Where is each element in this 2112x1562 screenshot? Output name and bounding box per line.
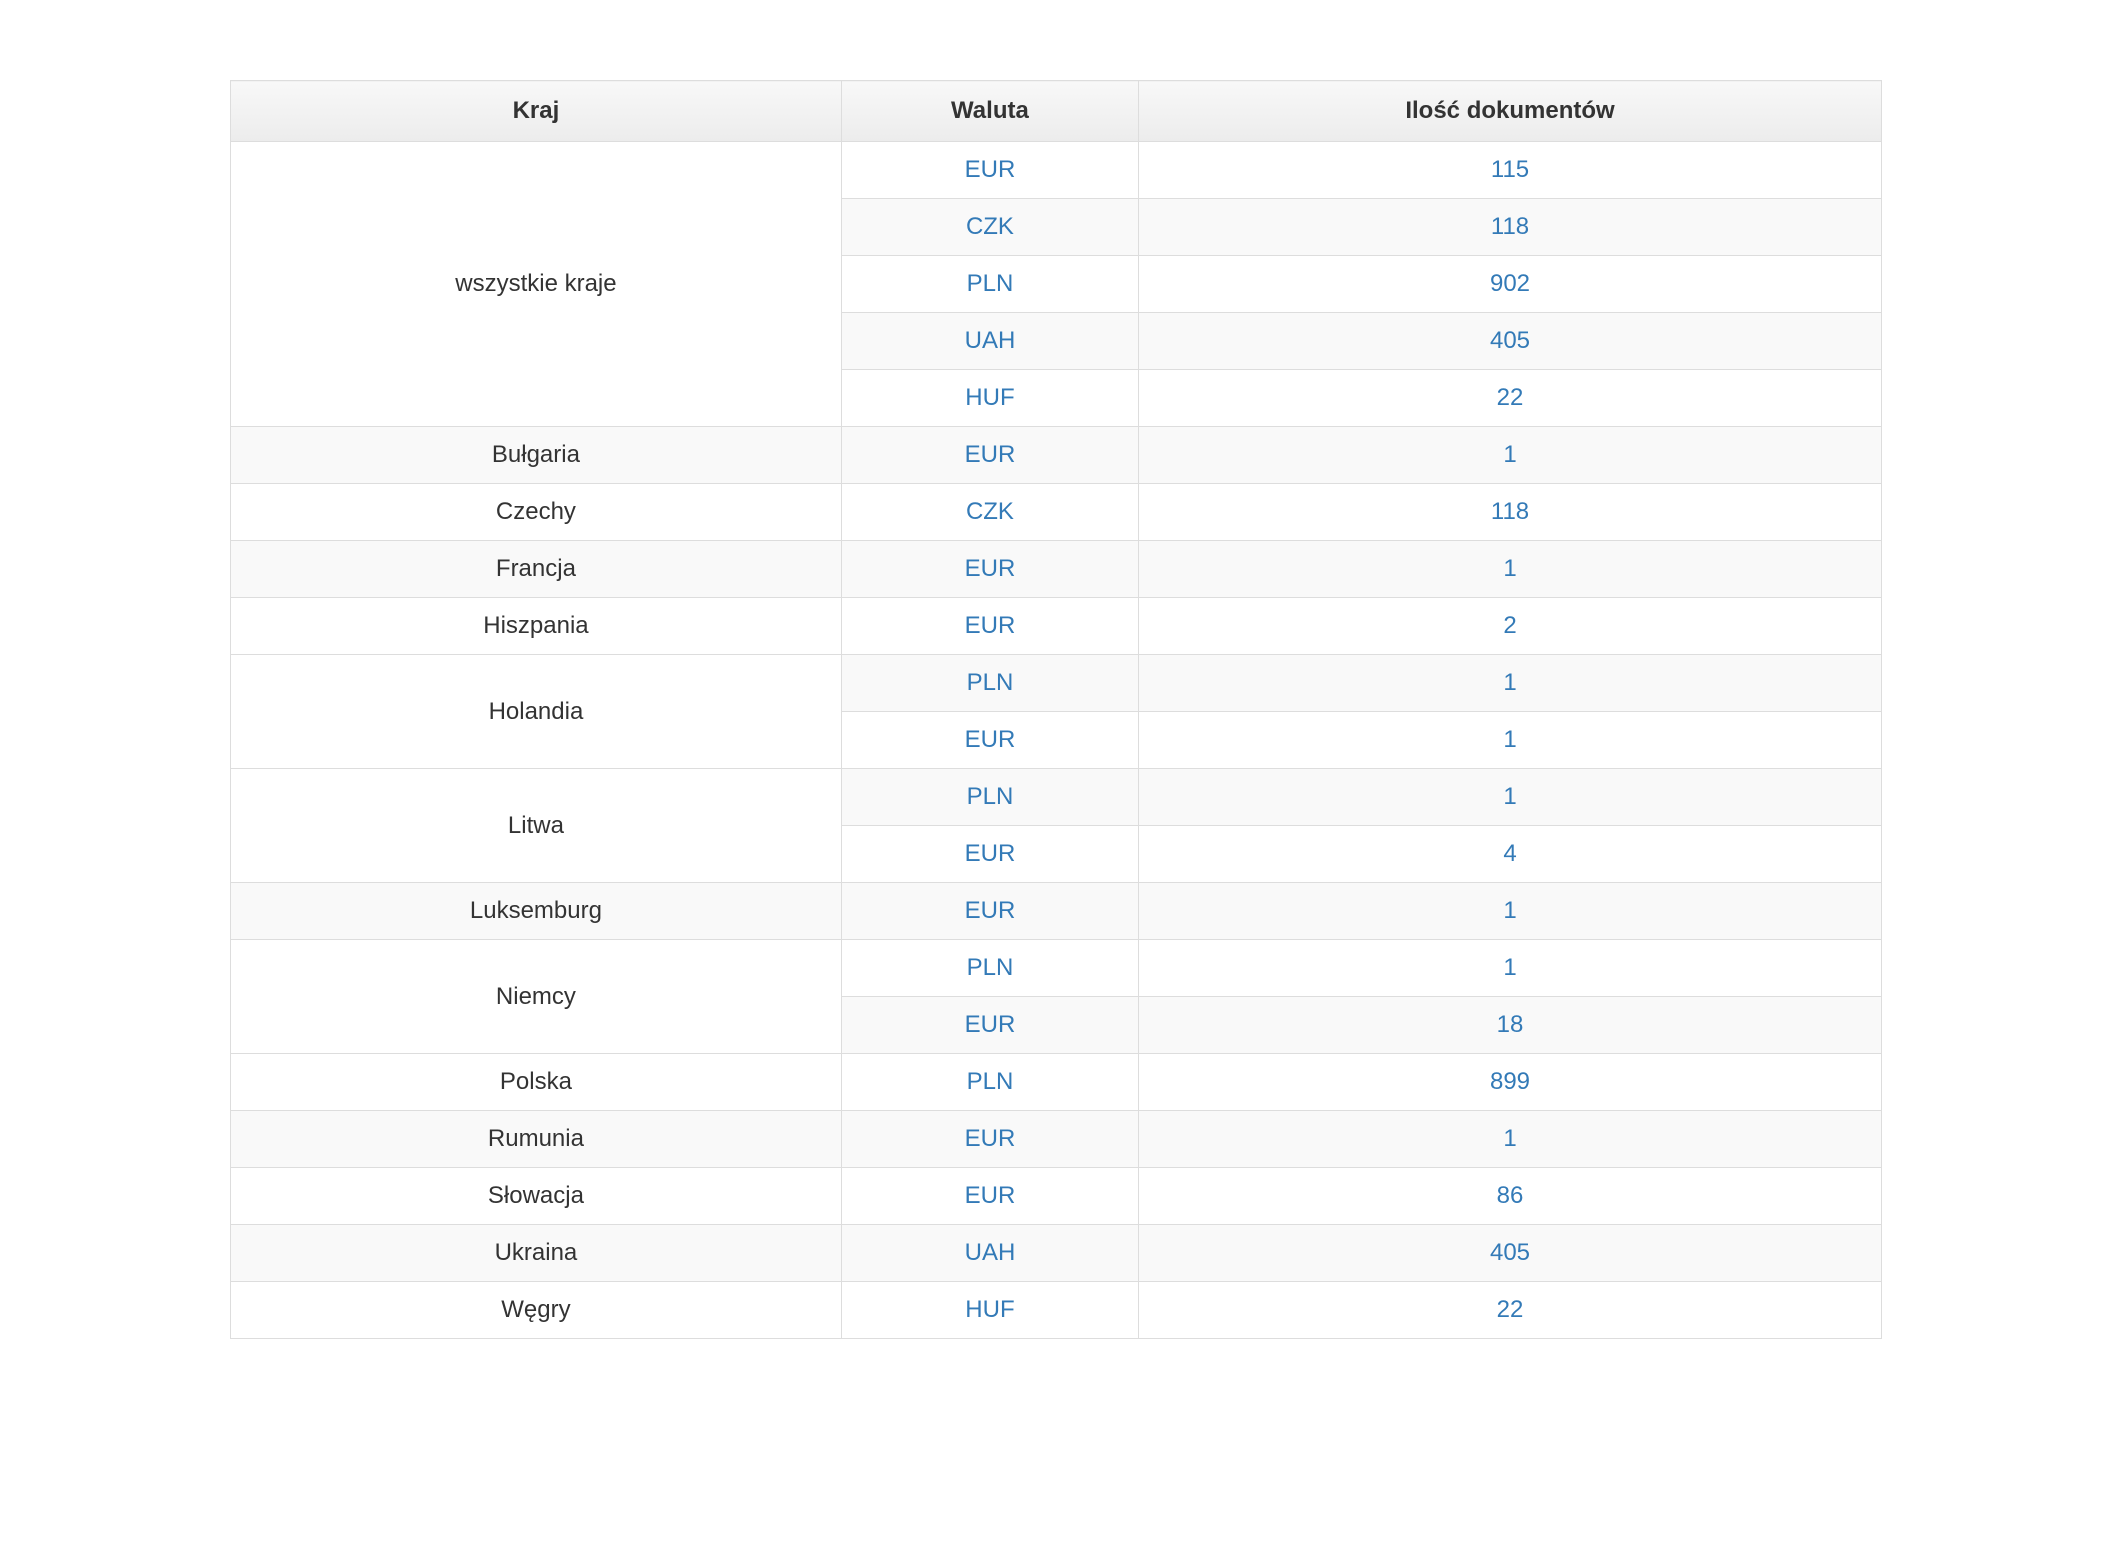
column-header-country: Kraj <box>231 81 842 142</box>
table-row: HolandiaPLN1 <box>231 655 1882 712</box>
currency-link[interactable]: UAH <box>841 1225 1138 1282</box>
currency-link[interactable]: PLN <box>841 940 1138 997</box>
table-row: PolskaPLN899 <box>231 1054 1882 1111</box>
currency-link[interactable]: EUR <box>841 541 1138 598</box>
currency-link[interactable]: EUR <box>841 883 1138 940</box>
currency-link[interactable]: EUR <box>841 712 1138 769</box>
currency-link[interactable]: CZK <box>841 484 1138 541</box>
count-link[interactable]: 902 <box>1139 256 1882 313</box>
currency-link[interactable]: PLN <box>841 769 1138 826</box>
currency-link[interactable]: EUR <box>841 1168 1138 1225</box>
currency-link[interactable]: EUR <box>841 142 1138 199</box>
count-link[interactable]: 1 <box>1139 427 1882 484</box>
count-link[interactable]: 1 <box>1139 712 1882 769</box>
currency-link[interactable]: PLN <box>841 256 1138 313</box>
count-link[interactable]: 18 <box>1139 997 1882 1054</box>
count-link[interactable]: 1 <box>1139 655 1882 712</box>
country-cell: Czechy <box>231 484 842 541</box>
count-link[interactable]: 899 <box>1139 1054 1882 1111</box>
table-row: RumuniaEUR1 <box>231 1111 1882 1168</box>
currency-link[interactable]: UAH <box>841 313 1138 370</box>
count-link[interactable]: 4 <box>1139 826 1882 883</box>
table-row: SłowacjaEUR86 <box>231 1168 1882 1225</box>
country-cell: Hiszpania <box>231 598 842 655</box>
country-cell: Węgry <box>231 1282 842 1339</box>
table-row: BułgariaEUR1 <box>231 427 1882 484</box>
currency-link[interactable]: EUR <box>841 997 1138 1054</box>
count-link[interactable]: 405 <box>1139 1225 1882 1282</box>
currency-link[interactable]: EUR <box>841 1111 1138 1168</box>
country-cell: wszystkie kraje <box>231 142 842 427</box>
count-link[interactable]: 118 <box>1139 199 1882 256</box>
column-header-currency: Waluta <box>841 81 1138 142</box>
currency-link[interactable]: EUR <box>841 598 1138 655</box>
table-row: FrancjaEUR1 <box>231 541 1882 598</box>
table-header-row: Kraj Waluta Ilość dokumentów <box>231 81 1882 142</box>
table-row: wszystkie krajeEUR115 <box>231 142 1882 199</box>
documents-by-country-table: Kraj Waluta Ilość dokumentów wszystkie k… <box>230 80 1882 1339</box>
country-cell: Bułgaria <box>231 427 842 484</box>
currency-link[interactable]: PLN <box>841 655 1138 712</box>
table-row: LitwaPLN1 <box>231 769 1882 826</box>
country-cell: Holandia <box>231 655 842 769</box>
country-cell: Niemcy <box>231 940 842 1054</box>
table-body: wszystkie krajeEUR115CZK118PLN902UAH405H… <box>231 142 1882 1339</box>
count-link[interactable]: 1 <box>1139 883 1882 940</box>
country-cell: Polska <box>231 1054 842 1111</box>
count-link[interactable]: 22 <box>1139 370 1882 427</box>
country-cell: Rumunia <box>231 1111 842 1168</box>
table-row: WęgryHUF22 <box>231 1282 1882 1339</box>
country-cell: Słowacja <box>231 1168 842 1225</box>
country-cell: Ukraina <box>231 1225 842 1282</box>
column-header-count: Ilość dokumentów <box>1139 81 1882 142</box>
country-cell: Luksemburg <box>231 883 842 940</box>
currency-link[interactable]: CZK <box>841 199 1138 256</box>
table-row: LuksemburgEUR1 <box>231 883 1882 940</box>
table-row: UkrainaUAH405 <box>231 1225 1882 1282</box>
count-link[interactable]: 22 <box>1139 1282 1882 1339</box>
count-link[interactable]: 118 <box>1139 484 1882 541</box>
table-row: NiemcyPLN1 <box>231 940 1882 997</box>
count-link[interactable]: 2 <box>1139 598 1882 655</box>
count-link[interactable]: 1 <box>1139 940 1882 997</box>
count-link[interactable]: 1 <box>1139 541 1882 598</box>
currency-link[interactable]: EUR <box>841 826 1138 883</box>
currency-link[interactable]: HUF <box>841 370 1138 427</box>
count-link[interactable]: 115 <box>1139 142 1882 199</box>
table-row: CzechyCZK118 <box>231 484 1882 541</box>
table-row: HiszpaniaEUR2 <box>231 598 1882 655</box>
currency-link[interactable]: PLN <box>841 1054 1138 1111</box>
count-link[interactable]: 1 <box>1139 769 1882 826</box>
country-cell: Francja <box>231 541 842 598</box>
currency-link[interactable]: EUR <box>841 427 1138 484</box>
count-link[interactable]: 405 <box>1139 313 1882 370</box>
country-cell: Litwa <box>231 769 842 883</box>
currency-link[interactable]: HUF <box>841 1282 1138 1339</box>
count-link[interactable]: 1 <box>1139 1111 1882 1168</box>
count-link[interactable]: 86 <box>1139 1168 1882 1225</box>
